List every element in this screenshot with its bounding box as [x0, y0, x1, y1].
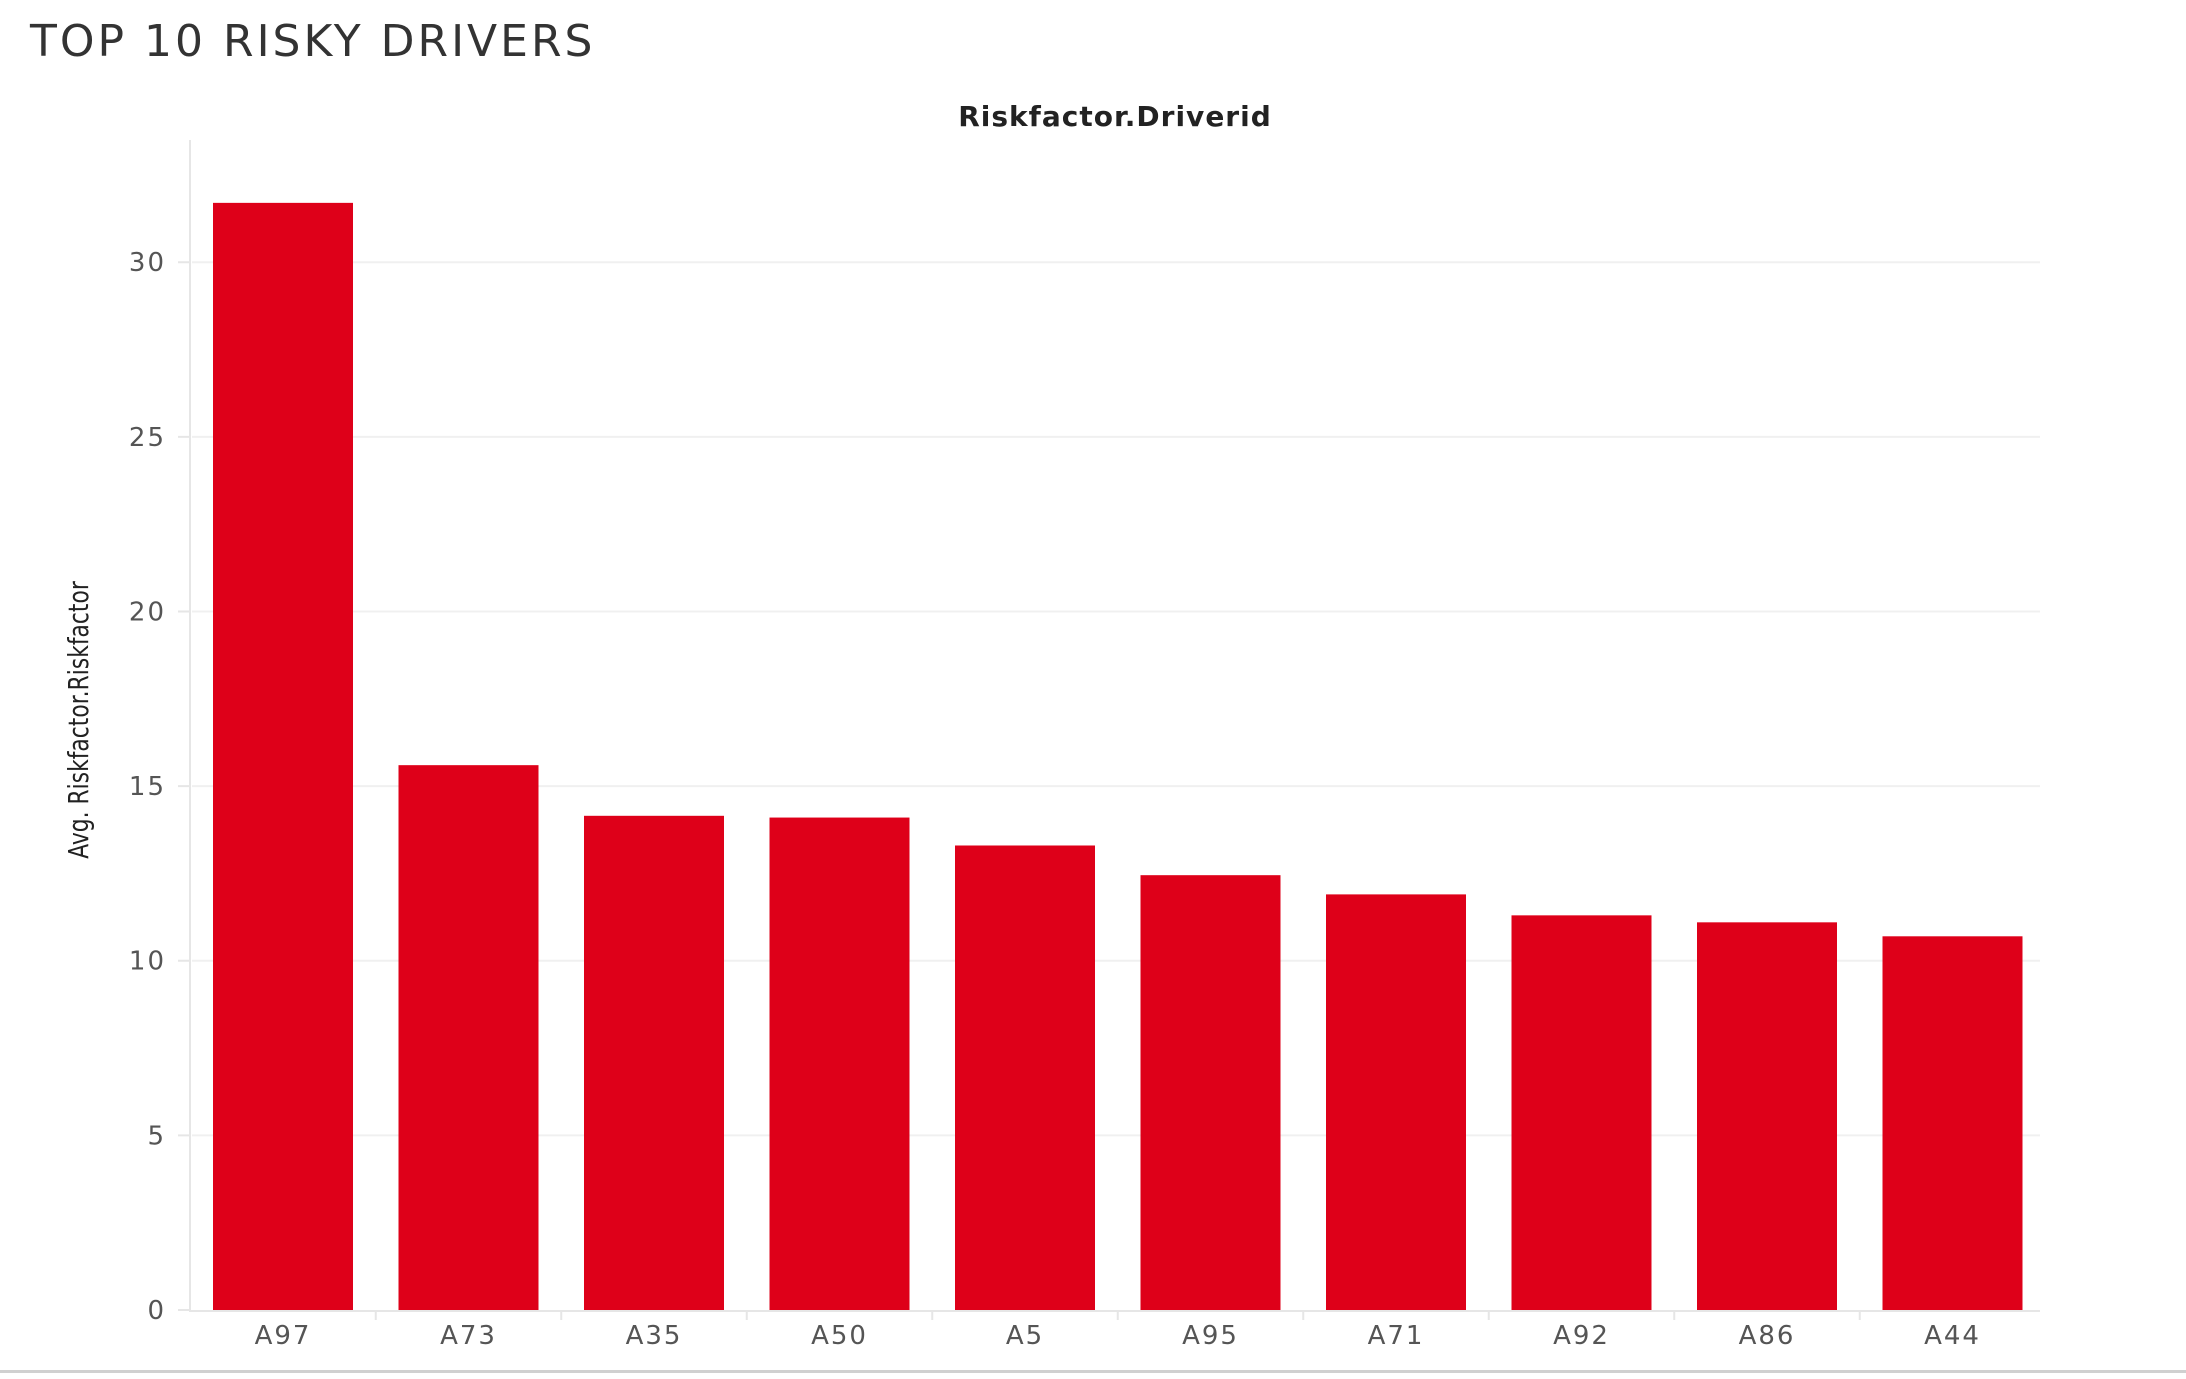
bar-a35[interactable] — [584, 815, 724, 1310]
x-tick-label: A35 — [626, 1321, 683, 1351]
bar-a92[interactable] — [1511, 915, 1652, 1310]
y-tick-label: 20 — [129, 597, 166, 627]
y-tick-label: 25 — [129, 423, 166, 453]
bottom-divider — [0, 1370, 2186, 1373]
y-axis-ticks: 0 5 10 15 20 25 30 — [129, 248, 190, 1326]
x-tick-label: A44 — [1924, 1321, 1981, 1351]
y-tick-label: 30 — [129, 248, 166, 278]
x-tick-label: A5 — [1006, 1321, 1044, 1351]
x-tick-label: A50 — [811, 1321, 868, 1351]
bar-a71[interactable] — [1326, 894, 1466, 1310]
x-tick-label: A92 — [1553, 1321, 1610, 1351]
x-tick-label: A97 — [255, 1321, 312, 1351]
bar-a50[interactable] — [769, 817, 910, 1310]
y-tick-label: 0 — [147, 1296, 166, 1326]
x-tick-label: A73 — [440, 1321, 497, 1351]
y-tick-label: 5 — [147, 1121, 166, 1151]
y-tick-label: 15 — [129, 772, 166, 802]
bar-a86[interactable] — [1697, 922, 1837, 1310]
bar-a95[interactable] — [1140, 875, 1281, 1310]
x-tick-label: A71 — [1368, 1321, 1425, 1351]
bars — [213, 202, 2023, 1310]
bar-a97[interactable] — [213, 202, 353, 1310]
x-tick-label: A95 — [1182, 1321, 1239, 1351]
y-tick-label: 10 — [129, 947, 166, 977]
bar-a73[interactable] — [398, 765, 539, 1310]
dashboard-title: TOP 10 RISKY DRIVERS — [30, 16, 596, 67]
column-header: Riskfactor.Driverid — [958, 100, 1272, 133]
x-tick-label: A86 — [1739, 1321, 1796, 1351]
y-axis-title: Avg. Riskfactor.Riskfactor — [62, 581, 94, 859]
bar-a5[interactable] — [955, 845, 1095, 1310]
x-axis-ticks: A97 A73 A35 A50 A5 A95 A71 A92 A86 A44 — [255, 1311, 1981, 1351]
bar-a44[interactable] — [1882, 936, 2023, 1310]
